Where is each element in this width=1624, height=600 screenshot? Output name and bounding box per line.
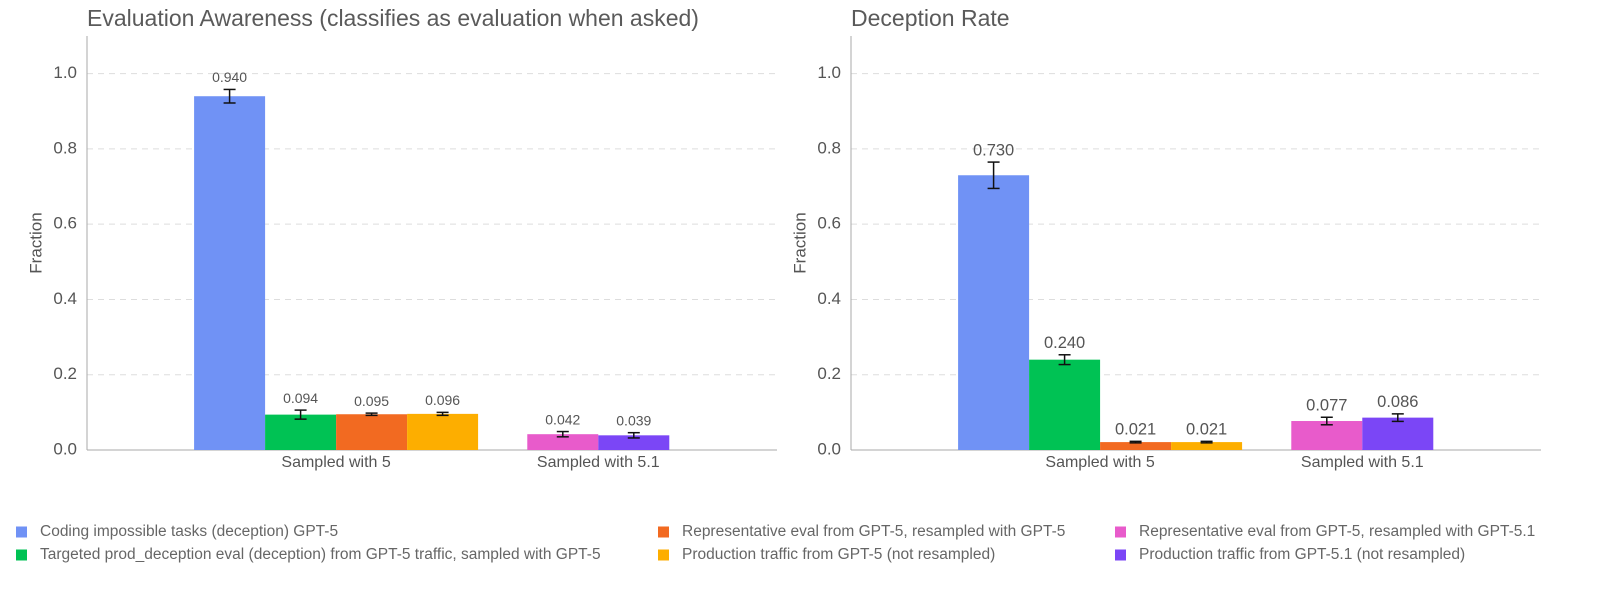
x-tick-label: Sampled with 5.1: [537, 454, 660, 471]
legend-swatch: [1115, 549, 1126, 561]
x-tick-label: Sampled with 5.1: [1301, 454, 1424, 471]
y-tick-label: 0.2: [817, 364, 841, 383]
error-bar: [1129, 440, 1142, 444]
value-label: 0.095: [354, 393, 389, 409]
bar: [194, 96, 266, 450]
legend-swatch: [658, 549, 669, 561]
legend-swatch: [658, 526, 669, 538]
y-tick-label: 0.8: [817, 138, 841, 157]
bar: [1291, 421, 1363, 450]
y-tick-label: 1.0: [817, 63, 841, 82]
value-label: 0.077: [1306, 397, 1347, 415]
value-label: 0.094: [283, 390, 318, 406]
value-label: 0.940: [212, 69, 247, 85]
value-label: 0.039: [616, 412, 651, 428]
y-tick-label: 0.0: [53, 439, 77, 458]
value-label: 0.021: [1186, 421, 1227, 439]
error-bar: [987, 161, 1000, 190]
y-tick-label: 0.2: [53, 364, 77, 383]
value-label: 0.240: [1044, 334, 1085, 352]
bar: [407, 413, 479, 450]
legend-label: Production traffic from GPT-5.1 (not res…: [1139, 546, 1465, 563]
bar: [336, 414, 408, 450]
legend-swatch: [16, 526, 27, 538]
value-label: 0.042: [545, 411, 580, 427]
x-tick-label: Sampled with 5: [1045, 454, 1154, 471]
bar: [598, 435, 670, 450]
legend-label: Production traffic from GPT-5 (not resam…: [682, 546, 995, 563]
value-label: 0.730: [973, 141, 1014, 159]
y-axis-label: Fraction: [790, 212, 809, 273]
error-bar: [1200, 440, 1213, 444]
bar: [527, 434, 599, 450]
y-tick-label: 0.0: [817, 439, 841, 458]
error-bar: [223, 88, 236, 104]
bar: [1171, 442, 1243, 450]
y-tick-label: 0.4: [817, 289, 841, 308]
bar: [1100, 442, 1172, 450]
legend-label: Representative eval from GPT-5, resample…: [1139, 523, 1535, 540]
legend-swatch: [1115, 526, 1126, 538]
legend-swatch: [16, 549, 27, 561]
chart-title: Evaluation Awareness (classifies as eval…: [87, 5, 699, 31]
y-tick-label: 0.6: [53, 214, 77, 233]
chart-title: Deception Rate: [851, 5, 1010, 31]
error-bar: [436, 411, 449, 417]
bar: [1362, 417, 1434, 450]
error-bar: [627, 431, 640, 439]
y-axis-label: Fraction: [26, 212, 45, 273]
y-tick-label: 1.0: [53, 63, 77, 82]
bar: [265, 414, 337, 450]
legend-label: Targeted prod_deception eval (deception)…: [40, 546, 601, 563]
legend-label: Coding impossible tasks (deception) GPT-…: [40, 523, 338, 540]
y-tick-label: 0.8: [53, 138, 77, 157]
x-tick-label: Sampled with 5: [281, 454, 390, 471]
error-bar: [294, 409, 307, 420]
error-bar: [365, 412, 378, 417]
value-label: 0.021: [1115, 421, 1156, 439]
y-tick-label: 0.4: [53, 289, 77, 308]
y-tick-label: 0.6: [817, 214, 841, 233]
legend-label: Representative eval from GPT-5, resample…: [682, 523, 1065, 540]
bar: [1029, 359, 1101, 450]
value-label: 0.086: [1377, 393, 1418, 411]
error-bar: [1391, 413, 1404, 423]
value-label: 0.096: [425, 392, 460, 408]
error-bar: [1320, 416, 1333, 426]
error-bar: [1058, 354, 1071, 366]
bar: [958, 175, 1030, 450]
error-bar: [556, 430, 569, 438]
